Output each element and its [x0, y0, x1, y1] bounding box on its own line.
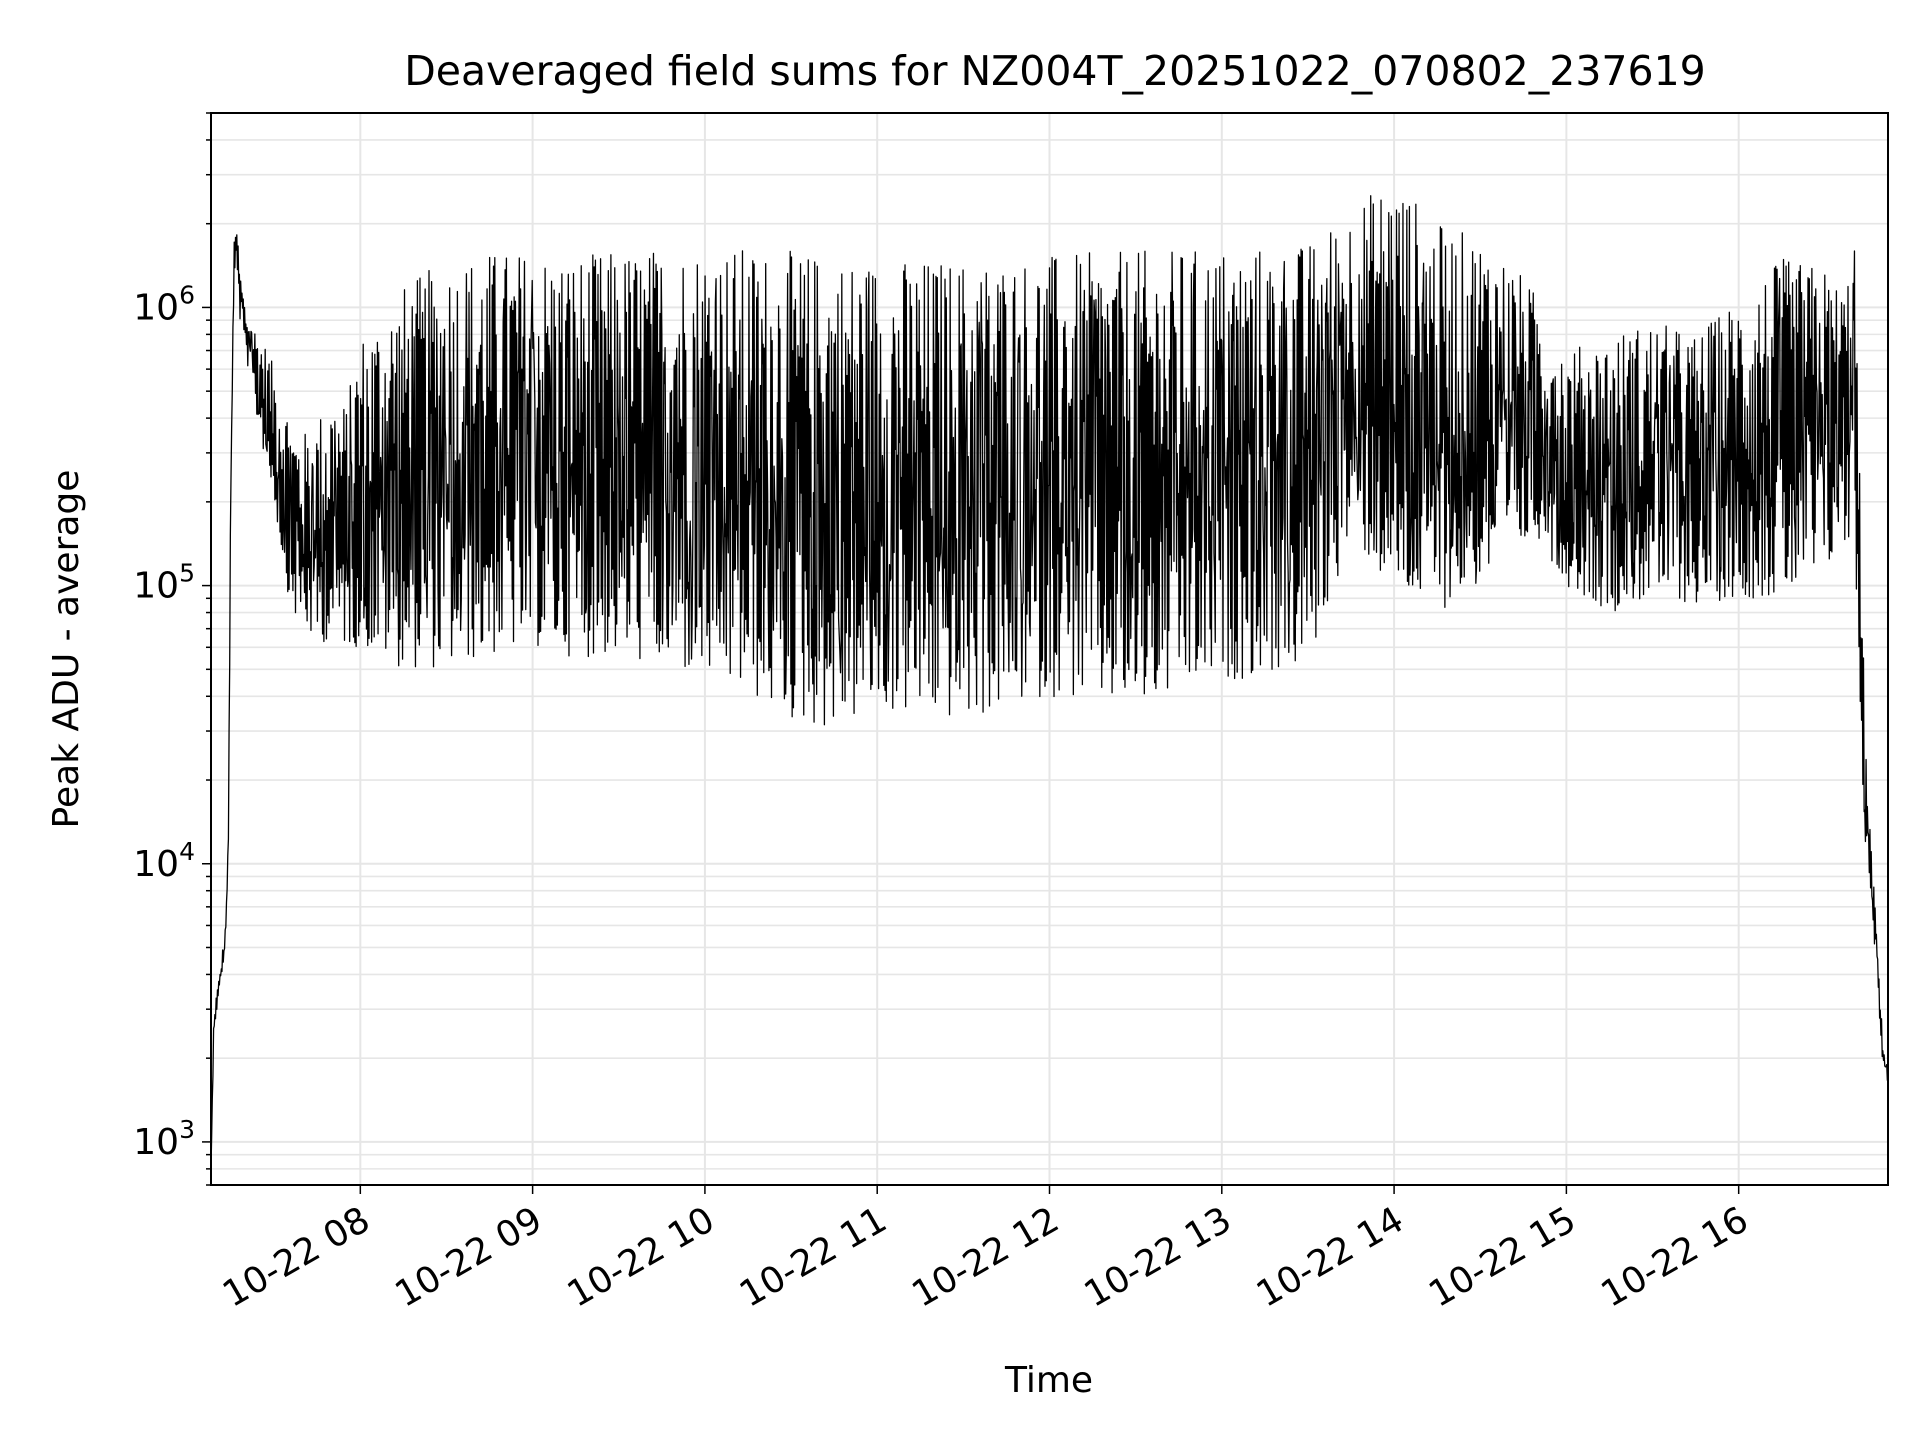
series-line [210, 195, 1889, 1169]
y-tick-label: 106 [133, 280, 195, 328]
y-axis: 103 104 105 106 [133, 112, 211, 1186]
x-axis-label: Time [1004, 1360, 1093, 1401]
y-tick-label: 104 [133, 837, 195, 885]
y-tick-label: 105 [133, 559, 195, 607]
chart-title: Deaveraged field sums for NZ004T_2025102… [404, 47, 1706, 95]
y-axis-label: Peak ADU - average [46, 470, 87, 829]
series-group [210, 195, 1889, 1169]
y-tick-label: 103 [133, 1115, 195, 1163]
